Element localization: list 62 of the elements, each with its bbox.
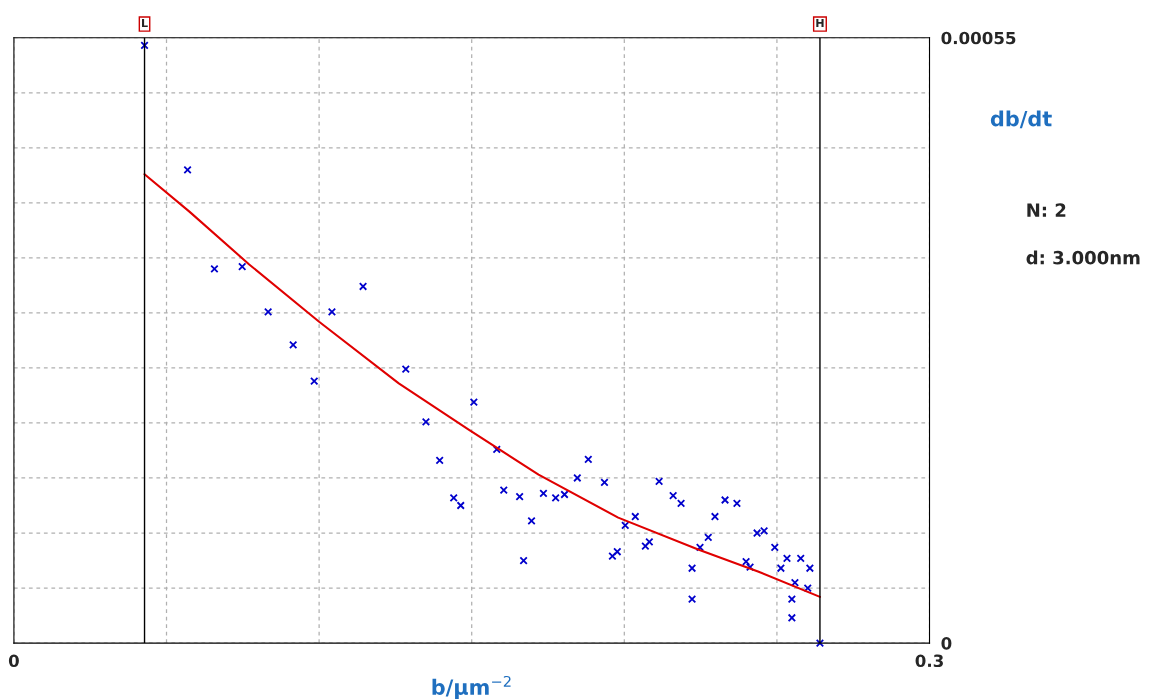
point [687,594,697,604]
point [782,554,792,563]
point [645,537,654,546]
line-series [143,173,821,598]
point [695,543,705,552]
point [584,455,593,464]
point [492,445,501,454]
point [815,638,825,648]
point [515,492,524,501]
point [770,543,779,552]
point [539,489,548,498]
point [687,564,697,573]
point [263,307,273,316]
x-axis-title: b/μm$^{−2}$ [432,675,511,699]
point [456,501,465,510]
point [310,376,319,386]
point [551,493,560,502]
point [631,512,640,521]
point [183,165,192,174]
point [421,417,431,427]
text: N: 2 [1027,203,1066,217]
point [140,41,149,50]
point [787,613,797,622]
point [435,456,444,465]
point [710,512,720,521]
point [741,557,751,566]
point [668,491,678,500]
point [704,533,713,542]
point [621,521,630,530]
point [805,564,815,573]
point [720,495,730,505]
point [327,307,337,316]
text: d: 3.000nm [1026,250,1140,265]
point [776,564,786,573]
point [608,551,617,561]
point [499,485,508,495]
point [613,547,622,556]
point [803,583,812,593]
y-axis-title: db/dt [990,110,1052,129]
x-tick-label: 0.3 [915,654,943,668]
point [358,282,368,291]
point [600,478,609,487]
point [641,542,650,551]
point [238,262,247,271]
point [527,516,536,526]
point [519,556,528,565]
point [210,264,219,274]
point [732,499,742,508]
ref-line-label: L [142,19,148,28]
point [401,364,410,374]
point [573,473,582,483]
point [560,490,569,499]
ref-line-label: H [816,19,824,28]
y-tick-label: 0.00055 [941,31,1016,45]
point [787,594,797,604]
point [676,499,686,508]
point [289,340,298,349]
point [469,397,479,407]
point [790,578,800,587]
point [796,554,805,563]
point [449,493,458,502]
point [654,477,664,486]
